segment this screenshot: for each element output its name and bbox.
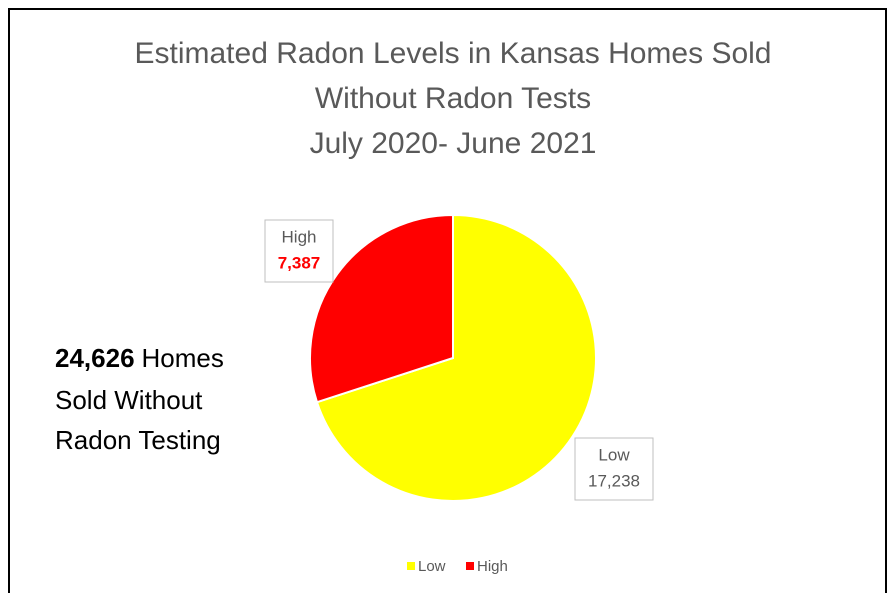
data-label-name: High — [282, 227, 317, 246]
annotation-number: 24,626 — [55, 343, 135, 373]
legend-swatch — [407, 562, 415, 570]
annotation: Sold Without — [55, 385, 203, 415]
pie-slice — [309, 213, 454, 404]
annotation: 24,626 Homes — [55, 343, 224, 373]
data-label-value: 17,238 — [588, 471, 640, 490]
data-label-value: 7,387 — [278, 253, 321, 272]
legend-label: Low — [418, 558, 446, 575]
data-label-name: Low — [598, 445, 630, 464]
data-label-box — [574, 437, 654, 501]
chart-title: Without Radon Tests — [315, 82, 591, 115]
chart-title: Estimated Radon Levels in Kansas Homes S… — [134, 37, 771, 70]
chart-title: July 2020- June 2021 — [310, 127, 597, 160]
legend-label: High — [477, 558, 508, 575]
annotation: Radon Testing — [55, 425, 221, 455]
data-label-box — [264, 219, 334, 283]
annotation-text: Homes — [142, 343, 224, 373]
legend-swatch — [466, 562, 474, 570]
pie-slice — [315, 213, 597, 502]
